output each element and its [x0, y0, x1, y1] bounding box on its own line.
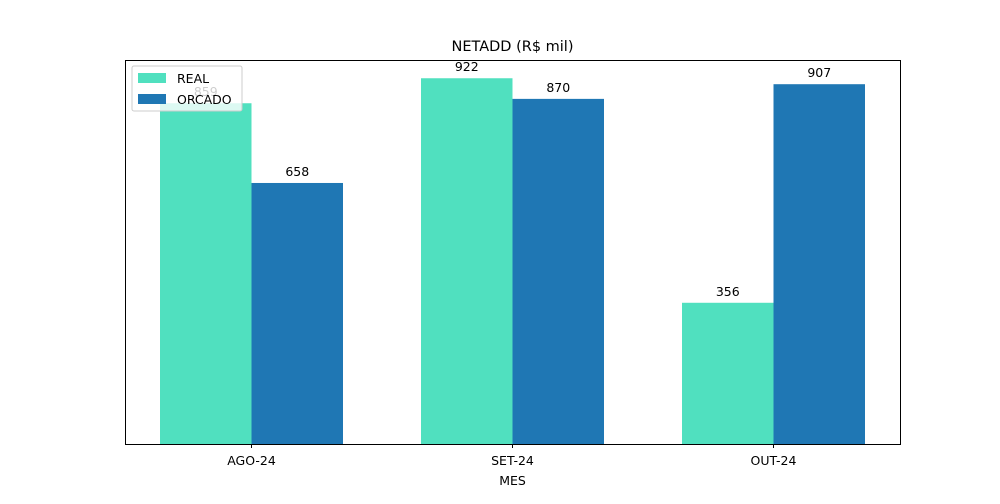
legend-label-orcado: ORCADO [177, 92, 232, 107]
legend-label-real: REAL [177, 71, 209, 86]
data-label-orcado-out-24: 907 [807, 65, 831, 80]
data-label-orcado-set-24: 870 [546, 80, 570, 95]
x-axis-ticks: AGO-24 SET-24 OUT-24 [227, 444, 796, 468]
bar-real-out-24 [682, 302, 774, 444]
x-axis-label: MES [499, 473, 526, 488]
data-label-real-out-24: 356 [716, 284, 740, 299]
legend-swatch-real [138, 73, 166, 83]
bar-orcado-set-24 [512, 98, 604, 444]
x-tick-label-out-24: OUT-24 [751, 453, 797, 468]
bar-real-ago-24 [160, 103, 252, 444]
data-label-orcado-ago-24: 658 [285, 164, 309, 179]
chart-title: NETADD (R$ mil) [451, 39, 573, 55]
bar-orcado-ago-24 [251, 182, 343, 444]
x-tick-label-set-24: SET-24 [491, 453, 534, 468]
bar-real-set-24 [421, 78, 513, 445]
legend: REAL ORCADO [131, 65, 243, 112]
x-tick-label-ago-24: AGO-24 [227, 453, 276, 468]
legend-swatch-orcado [138, 94, 166, 104]
bar-orcado-out-24 [773, 84, 865, 444]
bars-layer [160, 78, 865, 445]
data-label-real-set-24: 922 [455, 59, 479, 74]
